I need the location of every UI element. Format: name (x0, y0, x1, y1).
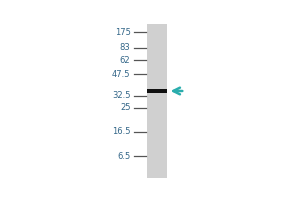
Bar (147, 24, 166, 178)
Text: 62: 62 (120, 56, 130, 65)
Text: 47.5: 47.5 (112, 70, 130, 79)
Text: 6.5: 6.5 (117, 152, 130, 161)
Text: 175: 175 (115, 28, 130, 37)
Text: 32.5: 32.5 (112, 91, 130, 100)
Text: 16.5: 16.5 (112, 127, 130, 136)
Text: 25: 25 (120, 103, 130, 112)
Bar (147, 89, 166, 93)
Text: 83: 83 (120, 43, 130, 52)
